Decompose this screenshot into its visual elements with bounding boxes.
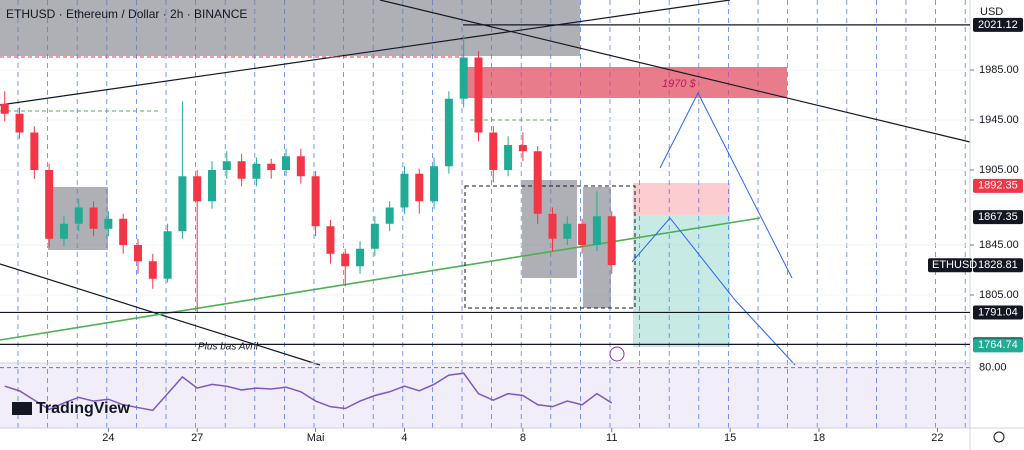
symbol-label: ETHUSD [932, 259, 977, 271]
candle-body [104, 218, 113, 229]
x-tick-label: 11 [606, 432, 617, 444]
price-label: 1892.35 [978, 180, 1018, 192]
candle-body [252, 163, 261, 179]
y-tick-label: 1905.00 [979, 164, 1019, 176]
logo [12, 402, 32, 415]
candle-body [489, 132, 498, 170]
candle-body [119, 218, 128, 245]
currency[interactable]: USD [980, 6, 1003, 18]
candle-body [474, 57, 483, 133]
rsi-band [0, 363, 970, 428]
price-label-box [973, 258, 1023, 273]
price-label-box [973, 178, 1023, 193]
candle-body [296, 156, 305, 177]
rsi-line [4, 372, 613, 412]
symbol-box [928, 258, 972, 273]
candle-body [45, 170, 54, 239]
candle-body [59, 223, 68, 239]
candle-body [0, 103, 9, 114]
candle-body [415, 173, 424, 202]
projection [631, 217, 796, 366]
target-zone [633, 215, 730, 347]
price-label: 1828.81 [978, 259, 1018, 271]
x-tick-label: 27 [191, 432, 203, 444]
price-label-box [973, 210, 1023, 225]
candle-body [282, 156, 291, 170]
candle-body [326, 226, 335, 254]
candle-body [400, 173, 409, 208]
rsi-tick-label: 80.00 [979, 362, 1007, 374]
candle-body [356, 248, 365, 267]
x-tick-label: 24 [102, 432, 114, 444]
candle-body [430, 166, 439, 202]
settings-icon[interactable] [993, 431, 1005, 443]
plot [0, 24, 970, 412]
candle-body [163, 231, 172, 279]
resistance-zone [465, 67, 787, 98]
candle-body [193, 176, 202, 202]
price-label-box [973, 17, 1023, 32]
candle-body [208, 170, 217, 202]
candle-body [459, 57, 468, 99]
candle-body [504, 145, 513, 170]
chart-title: ETHUSD · Ethereum / Dollar · 2h · BINANC… [6, 7, 247, 21]
y-tick-label: 1945.00 [979, 114, 1019, 126]
candle-body [89, 207, 98, 229]
candle-body [533, 151, 542, 214]
y-tick-label: 1845.00 [979, 239, 1019, 251]
event-icon[interactable] [609, 346, 625, 362]
x-tick-label: 18 [813, 432, 825, 444]
candle-body [311, 176, 320, 227]
zone [0, 0, 580, 56]
candle-body [548, 213, 557, 239]
candle-body [592, 216, 601, 245]
price-label: 1791.04 [978, 306, 1018, 318]
candle-body [222, 161, 231, 170]
candle-body [15, 113, 24, 133]
x-tick-label: 8 [520, 432, 526, 444]
price-label: 2021.12 [978, 19, 1018, 31]
range-box [464, 185, 636, 309]
candle-body [267, 163, 276, 170]
x-tick-label: 22 [931, 432, 943, 444]
watermark: TradingView [36, 400, 131, 417]
candle-body [30, 132, 39, 170]
candle-body [578, 223, 587, 245]
candle-body [341, 253, 350, 267]
x-tick-label: 4 [401, 432, 407, 444]
projection [659, 91, 793, 279]
trendline [0, 217, 761, 341]
y-tick-label: 1985.00 [979, 64, 1019, 76]
price-label: 1867.35 [978, 211, 1018, 223]
stop-zone [633, 183, 730, 215]
price-label: 1764.74 [978, 339, 1018, 351]
trendline [0, 0, 731, 106]
candle-body [607, 216, 616, 265]
candle-body [178, 176, 187, 232]
y-tick-label: 1805.00 [979, 289, 1019, 301]
candle-body [370, 223, 379, 249]
candle-body [444, 98, 453, 167]
price-label-box [973, 338, 1023, 353]
annotation: Plus bas Avril [198, 342, 259, 353]
x-tick-label: 15 [724, 432, 736, 444]
trendline [379, 0, 971, 143]
price-label-box [973, 305, 1023, 320]
candle-body [563, 223, 572, 239]
x-tick-label: Mai [307, 432, 325, 444]
annotation: 1970 $ [662, 78, 697, 90]
candle-body [237, 161, 246, 179]
candle-body [385, 207, 394, 224]
candle-body [518, 145, 527, 152]
candle-body [148, 261, 157, 279]
candle-body [133, 245, 142, 262]
candle-body [74, 207, 83, 224]
